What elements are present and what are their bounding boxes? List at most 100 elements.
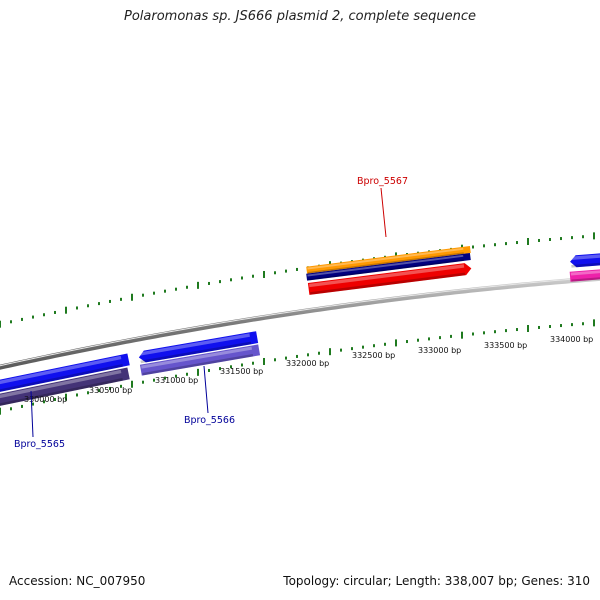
outer-minor-tick (153, 291, 155, 295)
inner-minor-tick (285, 356, 287, 360)
inner-minor-tick (43, 400, 45, 404)
inner-major-tick (65, 393, 67, 401)
inner-minor-tick (439, 336, 441, 340)
gene-label: Bpro_5566 (184, 415, 235, 426)
inner-minor-tick (252, 361, 254, 365)
outer-minor-tick (164, 289, 166, 293)
inner-major-tick (461, 331, 463, 339)
outer-minor-tick (285, 269, 287, 273)
inner-minor-tick (186, 372, 188, 376)
sequence-backbone (0, 275, 600, 370)
topology-summary: Topology: circular; Length: 338,007 bp; … (283, 574, 590, 588)
inner-minor-tick (483, 331, 485, 335)
inner-minor-tick (21, 404, 23, 408)
cds-bpro-5566 (138, 331, 259, 364)
gene-label: Bpro_5565 (14, 439, 65, 450)
inner-major-tick (593, 319, 595, 327)
outer-major-tick (65, 306, 67, 314)
scale-label: 330000 bp (24, 395, 67, 404)
outer-major-tick (527, 237, 529, 245)
inner-major-tick (527, 324, 529, 332)
inner-minor-tick (373, 344, 375, 348)
cds-right-edge (570, 252, 600, 268)
inner-minor-tick (417, 338, 419, 342)
outer-minor-tick (274, 271, 276, 275)
inner-minor-tick (538, 325, 540, 329)
scale-label: 333500 bp (484, 341, 527, 350)
outer-minor-tick (87, 304, 89, 308)
scale-label: 330500 bp (89, 386, 132, 395)
inner-minor-tick (241, 363, 243, 367)
inner-major-tick (329, 348, 331, 356)
outer-major-tick (0, 320, 1, 328)
inner-minor-tick (120, 384, 122, 388)
outer-minor-tick (296, 267, 298, 271)
backbone-highlight (0, 276, 600, 367)
outer-minor-tick (109, 299, 111, 303)
outer-minor-tick (10, 320, 12, 324)
inner-minor-tick (318, 351, 320, 355)
outer-minor-tick (142, 293, 144, 297)
outer-minor-tick (98, 302, 100, 306)
outer-major-tick (131, 293, 133, 301)
inner-minor-tick (296, 354, 298, 358)
outer-minor-tick (54, 310, 56, 314)
inner-major-tick (395, 339, 397, 347)
outer-minor-tick (494, 243, 496, 247)
inner-minor-tick (362, 345, 364, 349)
inner-minor-tick (10, 407, 12, 411)
inner-minor-tick (516, 328, 518, 332)
gene-label: Bpro_5567 (357, 176, 408, 187)
inner-tick-track (0, 319, 595, 415)
inner-minor-tick (582, 322, 584, 326)
outer-minor-tick (175, 287, 177, 291)
scale-label: 331000 bp (155, 376, 198, 385)
outer-minor-tick (32, 315, 34, 319)
outer-minor-tick (571, 236, 573, 240)
outer-minor-tick (472, 245, 474, 249)
outer-minor-tick (120, 297, 122, 301)
inner-minor-tick (219, 367, 221, 371)
outer-minor-tick (76, 306, 78, 310)
inner-minor-tick (384, 342, 386, 346)
outer-major-tick (593, 232, 595, 240)
inner-minor-tick (494, 330, 496, 334)
outer-minor-tick (582, 235, 584, 239)
outer-minor-tick (241, 276, 243, 280)
cds-bpro-5565 (0, 353, 130, 394)
inner-minor-tick (340, 348, 342, 352)
magenta-feature-bar (569, 268, 600, 282)
outer-minor-tick (538, 238, 540, 242)
inner-minor-tick (32, 402, 34, 406)
inner-minor-tick (153, 378, 155, 382)
gene-leader-line (203, 365, 209, 414)
outer-minor-tick (252, 274, 254, 278)
outer-major-tick (263, 270, 265, 278)
navy-feature-bar (306, 252, 471, 281)
inner-minor-tick (450, 334, 452, 338)
outer-minor-tick (549, 238, 551, 241)
orange-feature-bar (306, 245, 471, 274)
outer-minor-tick (483, 244, 485, 248)
outer-minor-tick (505, 242, 507, 246)
outer-minor-tick (43, 313, 45, 317)
scale-labels: 330000 bp 330500 bp 331000 bp 331500 bp 3320… (24, 335, 593, 404)
inner-minor-tick (76, 393, 78, 397)
purple-feature-bar (139, 344, 261, 376)
inner-minor-tick (560, 324, 562, 328)
inner-minor-tick (505, 329, 507, 333)
inner-minor-tick (472, 332, 474, 336)
outer-minor-tick (560, 237, 562, 241)
scale-label: 332500 bp (352, 351, 395, 360)
inner-minor-tick (208, 368, 210, 372)
gene-leader-line (380, 187, 387, 238)
scale-label: 334000 bp (550, 335, 593, 344)
outer-minor-tick (208, 281, 210, 285)
inner-minor-tick (274, 358, 276, 362)
cds-bpro-5567 (307, 263, 472, 295)
inner-minor-tick (549, 325, 551, 328)
inner-minor-tick (87, 391, 89, 395)
inner-minor-tick (406, 340, 408, 344)
inner-minor-tick (98, 389, 100, 393)
dark-purple-feature-bar (0, 367, 130, 408)
